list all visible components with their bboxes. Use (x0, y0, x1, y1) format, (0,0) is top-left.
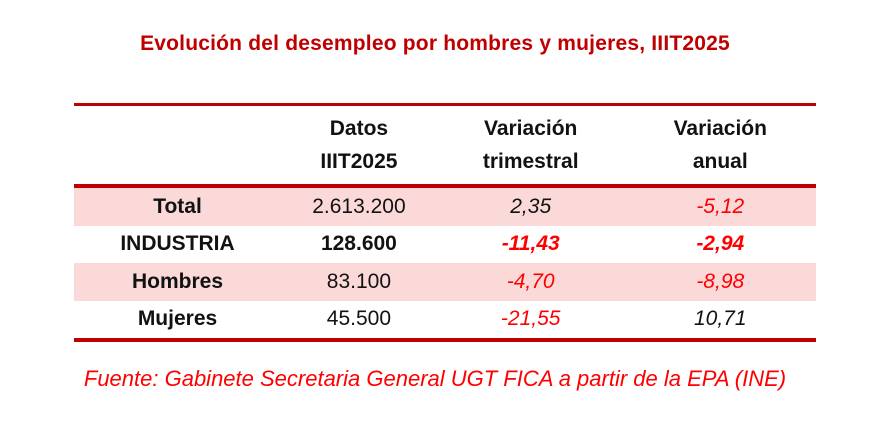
cell-hombres-datos: 83.100 (326, 269, 392, 293)
cell-industria-label: INDUSTRIA (120, 232, 235, 256)
header-anual-line1: Variación (673, 117, 767, 140)
cell-industria-var-anual: -2,94 (696, 232, 745, 256)
header-cell-variacion-anual: Variación anual (625, 112, 816, 178)
table-row-industria: INDUSTRIA 128.600 -11,43 -2,94 (74, 225, 816, 263)
header-datos-line2: IIIT2025 (320, 150, 398, 173)
cell-mujeres-var-anual: 10,71 (693, 307, 747, 331)
header-anual-line2: anual (692, 150, 748, 173)
table-header-row: Datos IIIT2025 Variación trimestral Vari… (74, 106, 816, 188)
cell-hombres-var-trimestral: -4,70 (506, 269, 555, 293)
cell-mujeres-label: Mujeres (137, 307, 218, 331)
table-row-hombres: Hombres 83.100 -4,70 -8,98 (74, 263, 816, 301)
cell-total-var-trimestral: 2,35 (510, 194, 552, 218)
cell-hombres-var-anual: -8,98 (696, 269, 745, 293)
cell-mujeres-var-trimestral: -21,55 (500, 307, 561, 331)
cell-total-label: Total (153, 194, 202, 218)
page-title: Evolución del desempleo por hombres y mu… (140, 32, 730, 55)
header-datos-line1: Datos (329, 117, 389, 140)
header-cell-datos: Datos IIIT2025 (281, 112, 437, 178)
cell-industria-datos: 128.600 (320, 232, 397, 256)
source-note: Fuente: Gabinete Secretaria General UGT … (83, 366, 787, 391)
table-row-mujeres: Mujeres 45.500 -21,55 10,71 (74, 300, 816, 338)
cell-hombres-label: Hombres (131, 269, 224, 293)
cell-total-datos: 2.613.200 (312, 194, 406, 218)
cell-mujeres-datos: 45.500 (326, 307, 392, 331)
header-trimestral-line1: Variación (483, 117, 578, 140)
header-cell-variacion-trimestral: Variación trimestral (437, 112, 625, 178)
cell-total-var-anual: -5,12 (696, 194, 745, 218)
unemployment-table: Datos IIIT2025 Variación trimestral Vari… (74, 103, 816, 342)
header-trimestral-line2: trimestral (482, 150, 579, 173)
cell-industria-var-trimestral: -11,43 (501, 232, 560, 256)
table-row-total: Total 2.613.200 2,35 -5,12 (74, 188, 816, 226)
